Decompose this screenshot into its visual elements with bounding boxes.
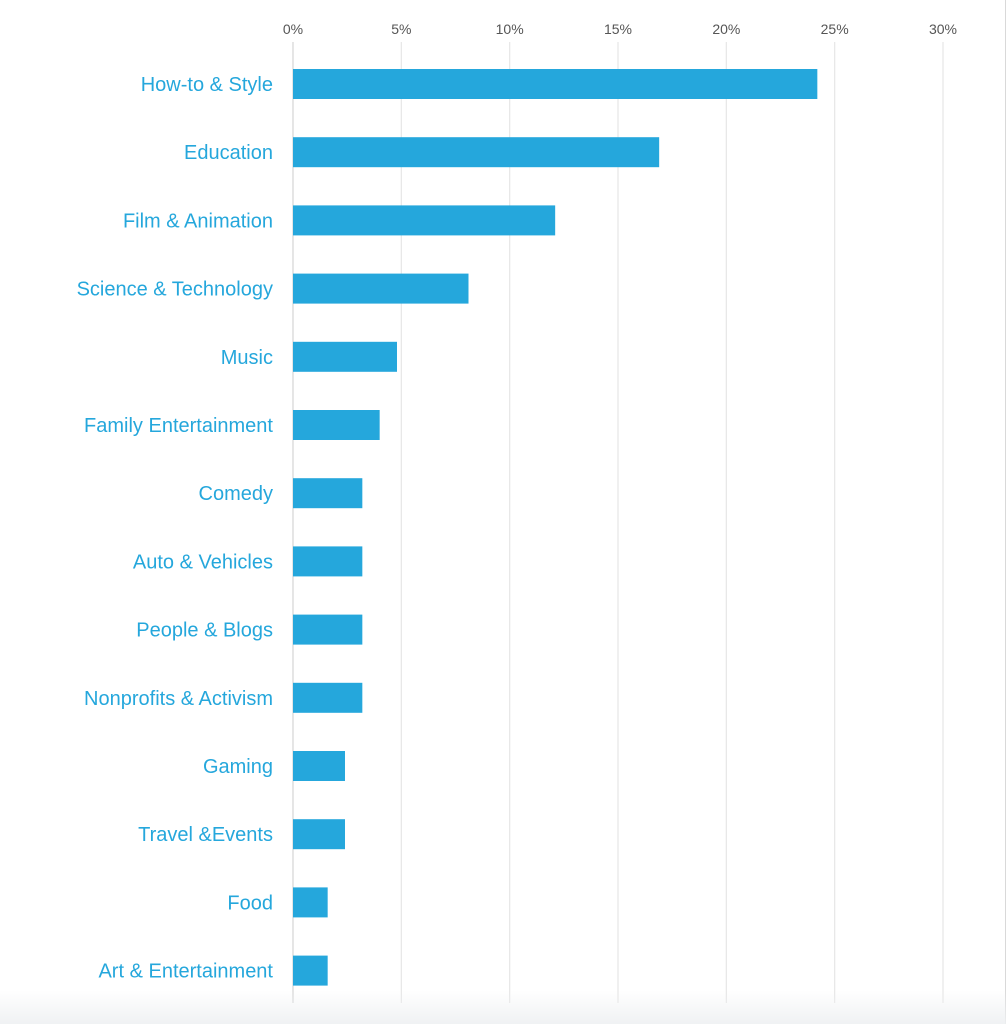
- bar: [293, 69, 818, 99]
- bar: [293, 887, 328, 918]
- category-label: Science & Technology: [77, 279, 273, 301]
- bar: [293, 614, 363, 645]
- bar: [293, 955, 328, 986]
- bar: [293, 546, 363, 577]
- bar: [293, 682, 363, 713]
- category-label: Art & Entertainment: [98, 961, 273, 983]
- category-label: Family Entertainment: [84, 415, 273, 437]
- x-axis-ticks: 0% 5% 10% 15% 20% 25% 30%: [283, 21, 957, 37]
- bars: [293, 69, 818, 986]
- x-tick-label: 0%: [283, 21, 303, 37]
- category-label: People & Blogs: [136, 620, 273, 642]
- category-label: Food: [227, 892, 273, 914]
- category-label: Film & Animation: [123, 210, 273, 232]
- category-label: Nonprofits & Activism: [84, 688, 273, 710]
- x-tick-label: 30%: [929, 21, 957, 37]
- x-tick-label: 25%: [821, 21, 849, 37]
- bar: [293, 205, 556, 236]
- bar: [293, 751, 345, 781]
- x-tick-label: 20%: [712, 21, 740, 37]
- bar: [293, 273, 469, 304]
- category-label: Music: [221, 347, 273, 369]
- bar: [293, 478, 363, 509]
- category-label: Gaming: [203, 756, 273, 778]
- gridlines: [292, 42, 944, 1003]
- bar: [293, 410, 380, 440]
- bar: [293, 341, 397, 372]
- category-labels: How-to & Style Education Film & Animation S…: [77, 74, 274, 983]
- x-tick-label: 5%: [391, 21, 411, 37]
- category-label: Travel &Events: [138, 824, 273, 846]
- bar: [293, 819, 345, 850]
- bar: [293, 137, 660, 168]
- category-label: Auto & Vehicles: [133, 551, 273, 573]
- category-label: Education: [184, 142, 273, 164]
- x-tick-label: 10%: [496, 21, 524, 37]
- category-label: How-to & Style: [141, 74, 273, 96]
- category-label: Comedy: [199, 483, 273, 505]
- x-tick-label: 15%: [604, 21, 632, 37]
